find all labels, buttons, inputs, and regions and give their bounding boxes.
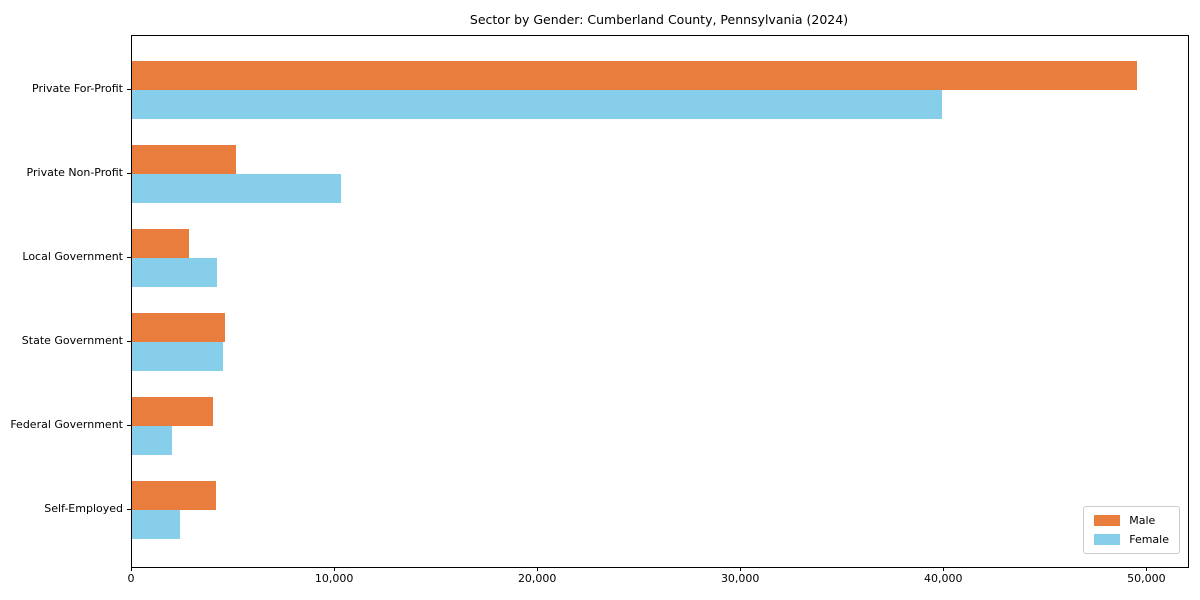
legend-entry-female: Female [1094,533,1169,546]
x-tick-label-50-000: 50,000 [1127,572,1166,585]
legend: Male Female [1083,506,1180,554]
bar-female-state-government [132,342,224,371]
x-tick-mark [1146,567,1148,571]
legend-entry-male: Male [1094,514,1169,527]
y-tick-label-local-government: Local Government [22,250,123,263]
y-tick-mark [127,425,131,426]
x-tick-mark [943,567,945,571]
x-tick-label-20-000: 20,000 [517,572,557,585]
y-tick-label-state-government: State Government [21,334,123,347]
x-tick-label-30-000: 30,000 [720,572,760,585]
bar-female-federal-government [132,426,172,455]
y-tick-mark [127,341,131,342]
x-tick-mark [334,567,336,571]
plot-area: Male Female [131,35,1189,568]
bar-male-private-non-profit [132,145,236,174]
y-tick-mark [127,509,131,510]
bar-female-private-non-profit [132,174,342,203]
y-tick-label-private-non-profit: Private Non-Profit [26,166,123,179]
x-tick-label-0: 0 [127,572,135,585]
y-tick-mark [127,257,131,258]
chart-title: Sector by Gender: Cumberland County, Pen… [469,12,849,27]
bar-female-private-for-profit [132,90,943,119]
x-tick-label-40-000: 40,000 [924,572,963,585]
x-tick-mark [740,567,742,571]
legend-label-female: Female [1129,533,1169,546]
x-tick-mark [537,567,539,571]
legend-swatch-female [1094,534,1121,545]
bar-male-state-government [132,313,226,342]
x-tick-mark [131,567,132,571]
y-tick-label-federal-government: Federal Government [10,418,123,431]
bar-female-self-employed [132,510,180,539]
x-tick-label-10-000: 10,000 [314,572,354,585]
legend-label-male: Male [1129,514,1156,527]
bar-male-self-employed [132,481,217,510]
y-tick-mark [127,173,131,174]
legend-swatch-male [1094,515,1121,526]
y-tick-mark [127,89,131,90]
y-tick-label-private-for-profit: Private For-Profit [32,82,123,95]
bar-male-local-government [132,229,189,258]
bar-male-private-for-profit [132,61,1138,90]
bar-female-local-government [132,258,218,287]
y-tick-label-self-employed: Self-Employed [44,502,123,515]
bar-male-federal-government [132,397,214,426]
